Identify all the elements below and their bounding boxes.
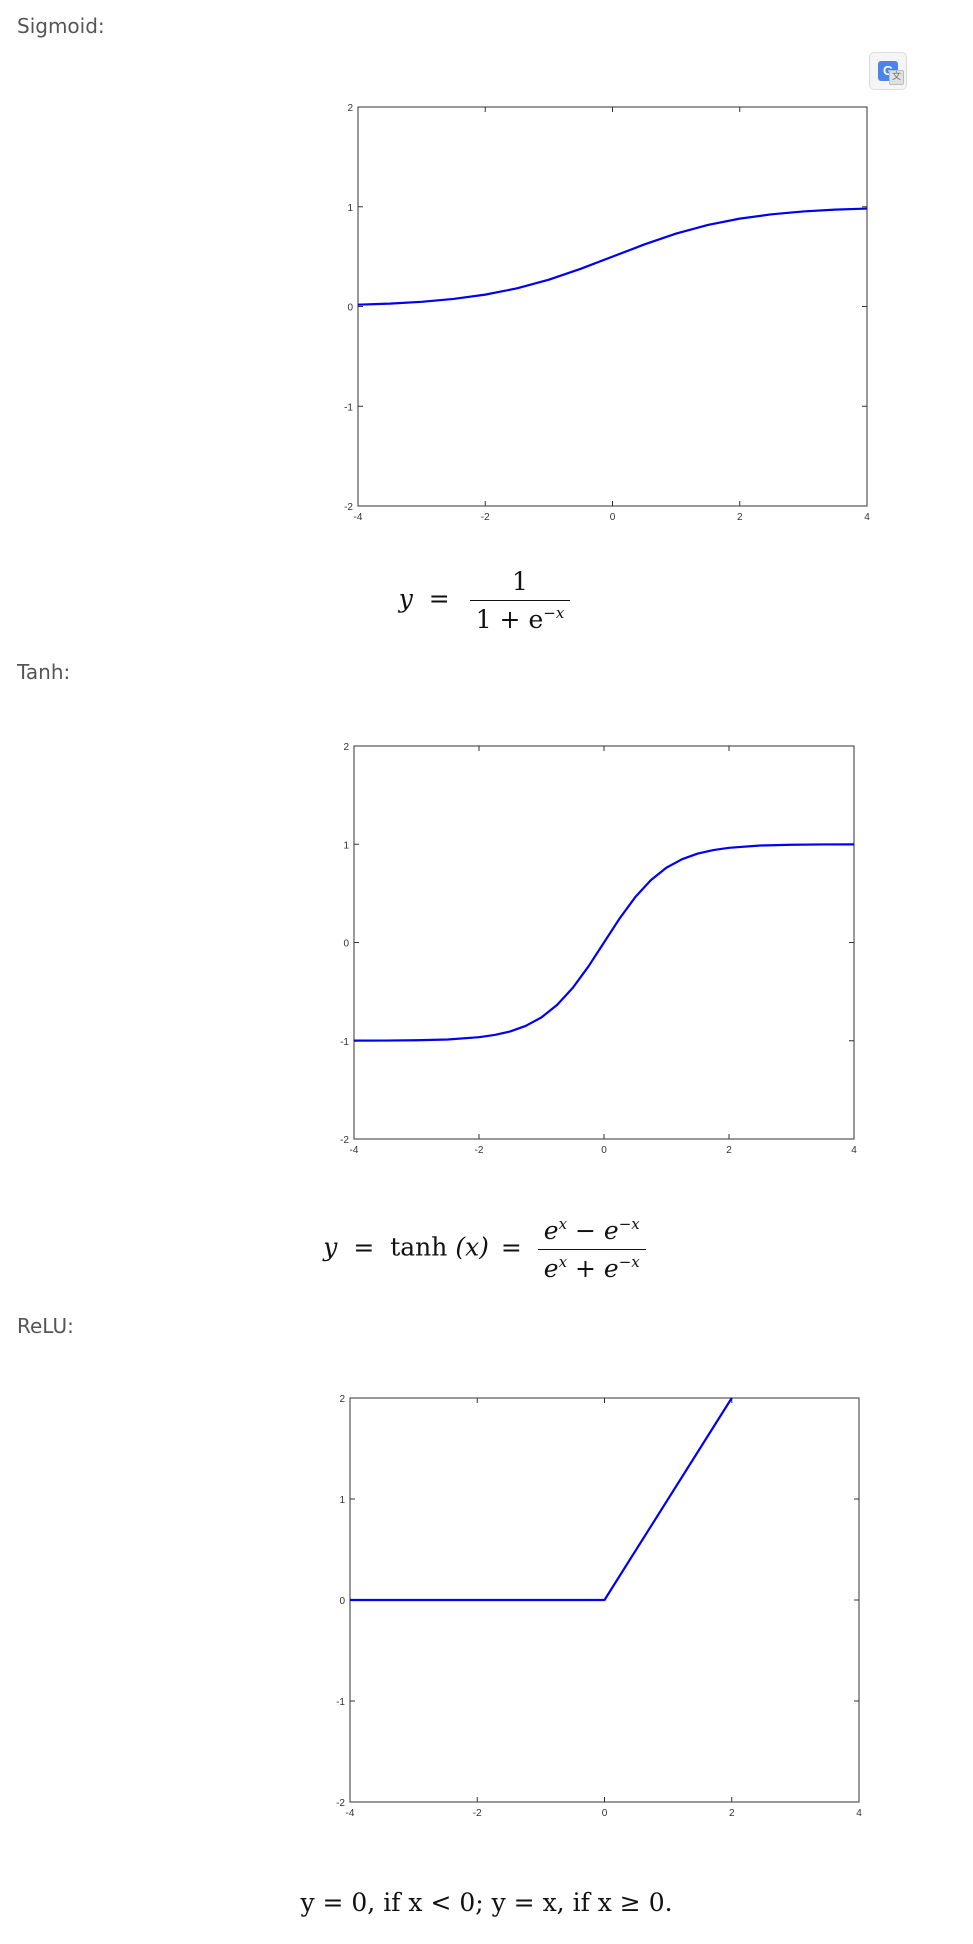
formula-lhs: y [323, 1232, 338, 1262]
relu-formula-text: y = 0, if x < 0; y = x, if x ≥ 0. [300, 1888, 673, 1917]
sigmoid-denominator: 1 + e−x [469, 599, 571, 634]
tanh-num-b-exp: −x [618, 1215, 640, 1233]
tanh-denominator: ex + e−x [537, 1248, 646, 1283]
tanh-den-a-exp: x [558, 1252, 568, 1271]
sigmoid-curve [357, 207, 868, 306]
tanh-den-a: e [543, 1253, 559, 1283]
y-tick-label: 2 [339, 1394, 345, 1405]
section-label-sigmoid: Sigmoid: [17, 14, 105, 38]
sigmoid-numerator: 1 [512, 567, 528, 596]
y-tick-label: -1 [336, 1697, 345, 1708]
relu-curve [350, 1397, 733, 1602]
x-tick-label: -2 [481, 512, 490, 523]
y-tick-label: -1 [340, 1037, 349, 1048]
y-tick-label: 1 [343, 840, 349, 851]
google-translate-button[interactable]: G 文 [869, 52, 907, 90]
x-tick-label: 2 [726, 1145, 732, 1156]
formula-equals: = [428, 584, 450, 613]
x-tick-label: -4 [354, 512, 363, 523]
y-tick-label: 1 [347, 203, 353, 214]
sigmoid-fraction: 1 1 + e−x [469, 567, 571, 634]
y-tick-label: 2 [347, 103, 353, 114]
formula-equals: = [353, 1232, 375, 1262]
x-tick-label: 4 [864, 512, 870, 523]
sigmoid-den-exp: −x [543, 603, 565, 622]
x-tick-label: 0 [602, 1808, 608, 1819]
translate-secondary-icon: 文 [889, 70, 904, 85]
tanh-argument: (x) [455, 1232, 489, 1262]
y-tick-label: -2 [340, 1135, 349, 1146]
relu-formula: y = 0, if x < 0; y = x, if x ≥ 0. [0, 1888, 973, 1917]
formula-lhs: y [398, 584, 413, 613]
x-tick-label: -4 [350, 1145, 359, 1156]
tanh-num-a: e [543, 1216, 559, 1245]
x-tick-label: 2 [729, 1808, 735, 1819]
tanh-num-op: − [575, 1216, 596, 1245]
x-tick-label: 2 [737, 512, 743, 523]
y-tick-label: -2 [344, 502, 353, 513]
section-label-relu: ReLU: [17, 1314, 74, 1338]
x-tick-label: 0 [610, 512, 616, 523]
tanh-function-name: tanh [390, 1232, 448, 1262]
sigmoid-den-base: 1 + e [475, 604, 544, 634]
tanh-den-op: + [575, 1253, 596, 1283]
sigmoid-plot-frame [357, 106, 868, 507]
section-label-tanh: Tanh: [17, 660, 71, 684]
sigmoid-chart: -4 -2 0 2 4 2 1 0 -1 -2 [340, 100, 879, 528]
formula-equals-2: = [500, 1232, 522, 1262]
x-tick-label: -2 [473, 1808, 482, 1819]
tanh-numerator: ex − e−x [538, 1216, 646, 1249]
y-tick-label: 2 [343, 742, 349, 753]
x-tick-label: -4 [346, 1808, 355, 1819]
x-tick-label: -2 [475, 1145, 484, 1156]
tanh-den-b-exp: −x [618, 1252, 640, 1271]
tanh-chart: -4 -2 0 2 4 2 1 0 -1 -2 [340, 742, 866, 1161]
y-tick-label: 0 [343, 939, 349, 950]
sigmoid-formula: y = 1 1 + e−x [0, 568, 973, 633]
tanh-curve [353, 843, 855, 1042]
x-tick-label: 4 [856, 1808, 862, 1819]
y-tick-label: 1 [339, 1495, 345, 1506]
y-tick-label: 0 [339, 1596, 345, 1607]
relu-chart: -4 -2 0 2 4 2 1 0 -1 -2 [333, 1394, 871, 1824]
tanh-formula: y = tanh (x) = ex − e−x ex + e−x [0, 1216, 973, 1282]
x-tick-label: 0 [601, 1145, 607, 1156]
y-tick-label: 0 [347, 303, 353, 314]
tanh-den-b: e [603, 1253, 619, 1283]
x-tick-label: 4 [851, 1145, 857, 1156]
tanh-num-b: e [603, 1216, 619, 1245]
tanh-fraction: ex − e−x ex + e−x [537, 1216, 646, 1283]
tanh-num-a-exp: x [558, 1215, 568, 1233]
y-tick-label: -2 [336, 1798, 345, 1809]
y-tick-label: -1 [344, 402, 353, 413]
